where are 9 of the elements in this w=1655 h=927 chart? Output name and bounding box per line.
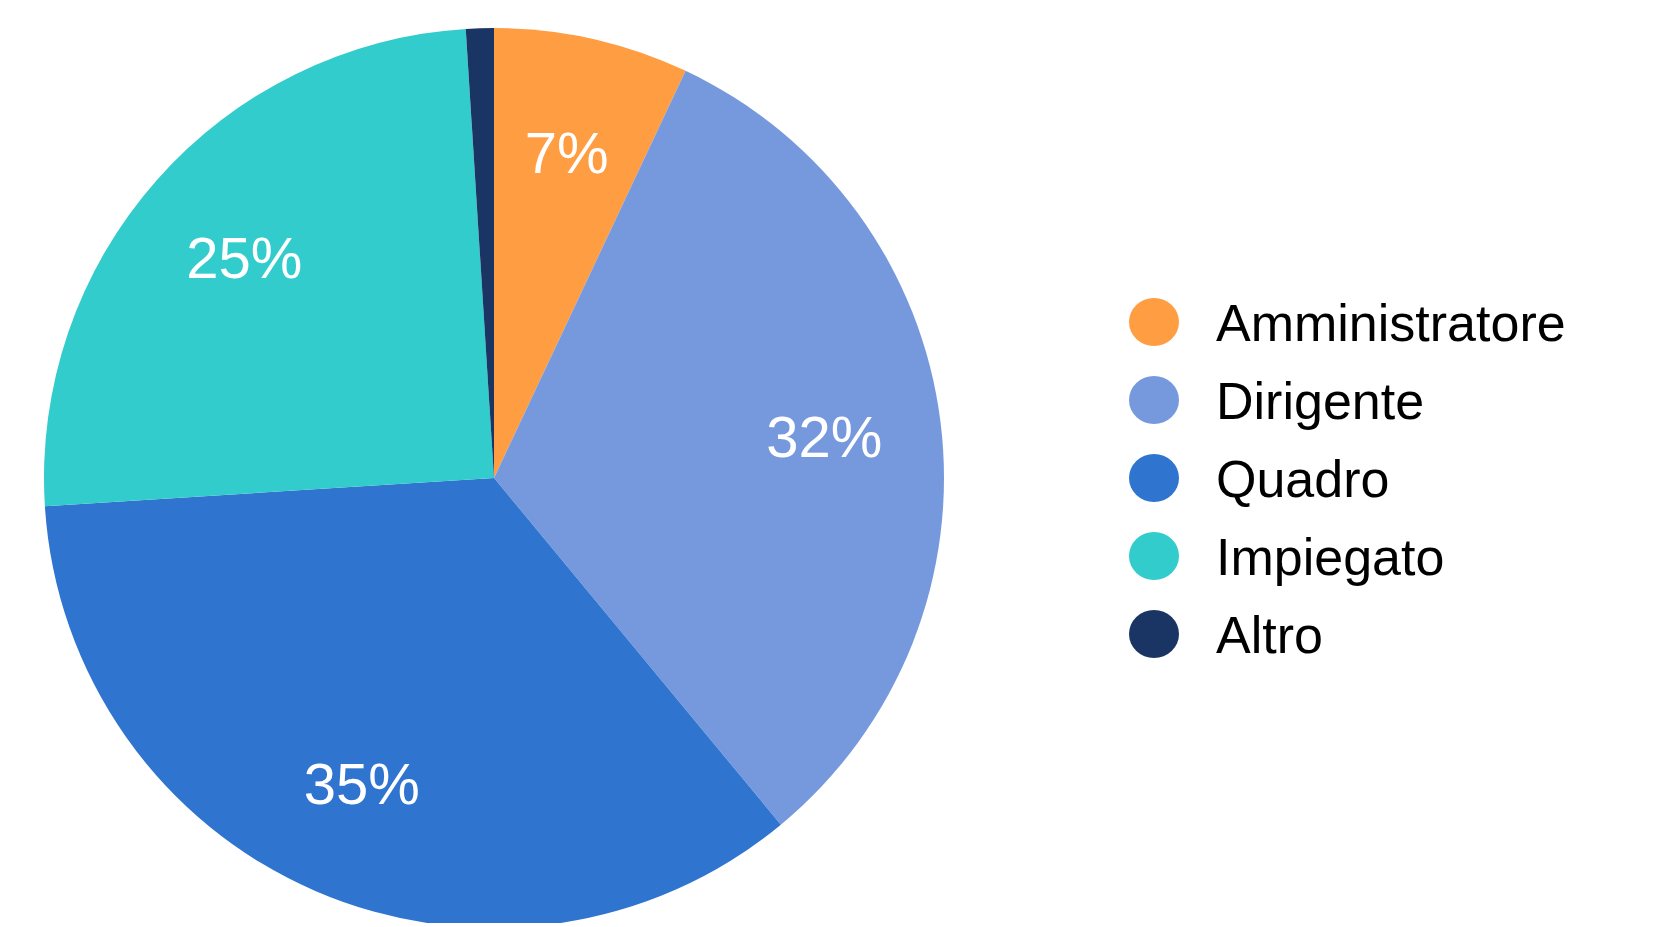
data-label: 32% <box>766 403 883 469</box>
legend-label: Dirigente <box>1216 371 1425 430</box>
data-label: 7% <box>524 120 609 186</box>
legend-label: Impiegato <box>1216 527 1445 586</box>
legend-label: Quadro <box>1216 449 1390 508</box>
legend-label: Amministratore <box>1216 293 1566 352</box>
data-label: 35% <box>303 750 420 816</box>
legend-label: Altro <box>1216 605 1323 664</box>
data-label: 25% <box>186 225 303 291</box>
